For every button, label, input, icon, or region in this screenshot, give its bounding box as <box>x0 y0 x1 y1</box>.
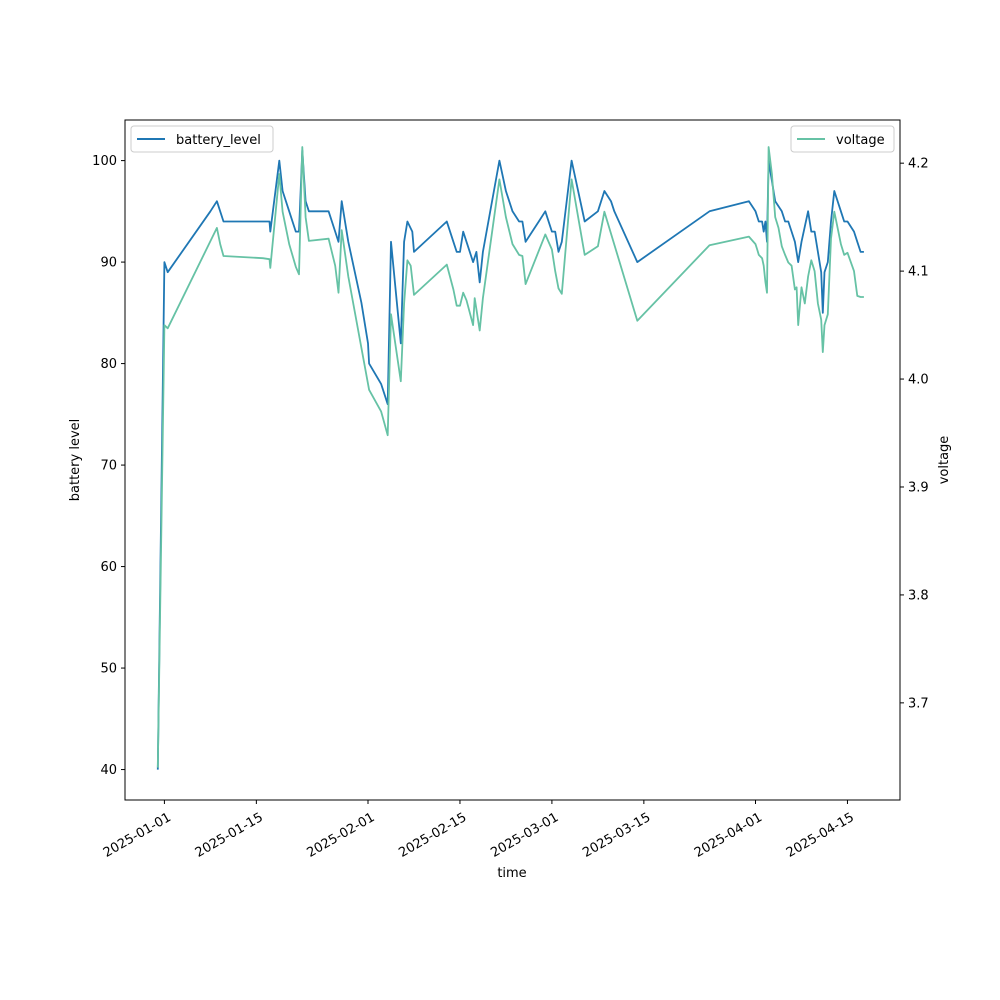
series-layer <box>156 146 864 770</box>
y-tick-label: 70 <box>100 459 117 474</box>
legend-box-left <box>130 125 274 153</box>
y-axis-ticks: 40 50 60 70 80 90 100 <box>92 154 125 778</box>
y-tick-label: 100 <box>92 154 117 169</box>
y-tick-label: 80 <box>100 357 117 372</box>
y2-tick-label: 3.7 <box>908 696 929 711</box>
y2-tick-label: 3.8 <box>908 588 929 603</box>
y2-axis-ticks: 3.7 3.8 3.9 4.0 4.1 4.2 <box>900 157 929 711</box>
y-tick-label: 60 <box>100 560 117 575</box>
y2-tick-label: 3.9 <box>908 480 929 495</box>
y2-axis-label: voltage <box>937 436 952 485</box>
y2-tick-label: 4.1 <box>908 265 929 280</box>
y2-tick-label: 4.2 <box>908 157 929 172</box>
x-axis-label: time <box>497 866 526 881</box>
plot-frame <box>124 119 901 801</box>
legend-box-right <box>790 125 895 153</box>
legend-label-voltage: voltage <box>836 133 885 148</box>
y-tick-label: 40 <box>100 763 117 778</box>
legend-battery-level: battery_level <box>130 125 274 153</box>
legend-label-battery-level: battery_level <box>176 133 261 148</box>
y2-tick-label: 4.0 <box>908 373 929 388</box>
y-axis-label: battery level <box>68 419 83 502</box>
y-tick-label: 50 <box>100 662 117 677</box>
y-tick-label: 90 <box>100 256 117 271</box>
series-line-battery-level <box>156 149 864 770</box>
legend-voltage: voltage <box>790 125 895 153</box>
series-line-voltage <box>156 146 864 768</box>
